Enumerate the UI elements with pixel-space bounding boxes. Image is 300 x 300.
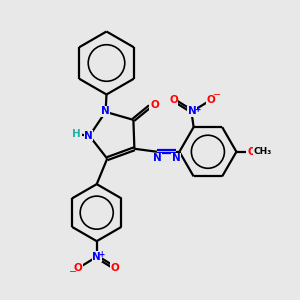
Text: O: O [150, 100, 159, 110]
Text: N: N [172, 153, 181, 164]
Text: N: N [152, 153, 161, 164]
Text: +: + [194, 105, 200, 114]
Text: N: N [92, 252, 101, 262]
Text: −: − [213, 90, 221, 100]
Text: O: O [111, 263, 120, 273]
Text: N: N [84, 131, 93, 141]
Text: O: O [169, 95, 178, 105]
Text: −: − [69, 267, 77, 277]
Text: N: N [188, 106, 197, 116]
Text: O: O [74, 263, 82, 273]
Text: N: N [101, 106, 110, 116]
Text: CH₃: CH₃ [254, 147, 272, 156]
Text: O: O [248, 147, 256, 157]
Text: H: H [72, 129, 81, 140]
Text: +: + [99, 250, 105, 259]
Text: O: O [206, 95, 215, 105]
